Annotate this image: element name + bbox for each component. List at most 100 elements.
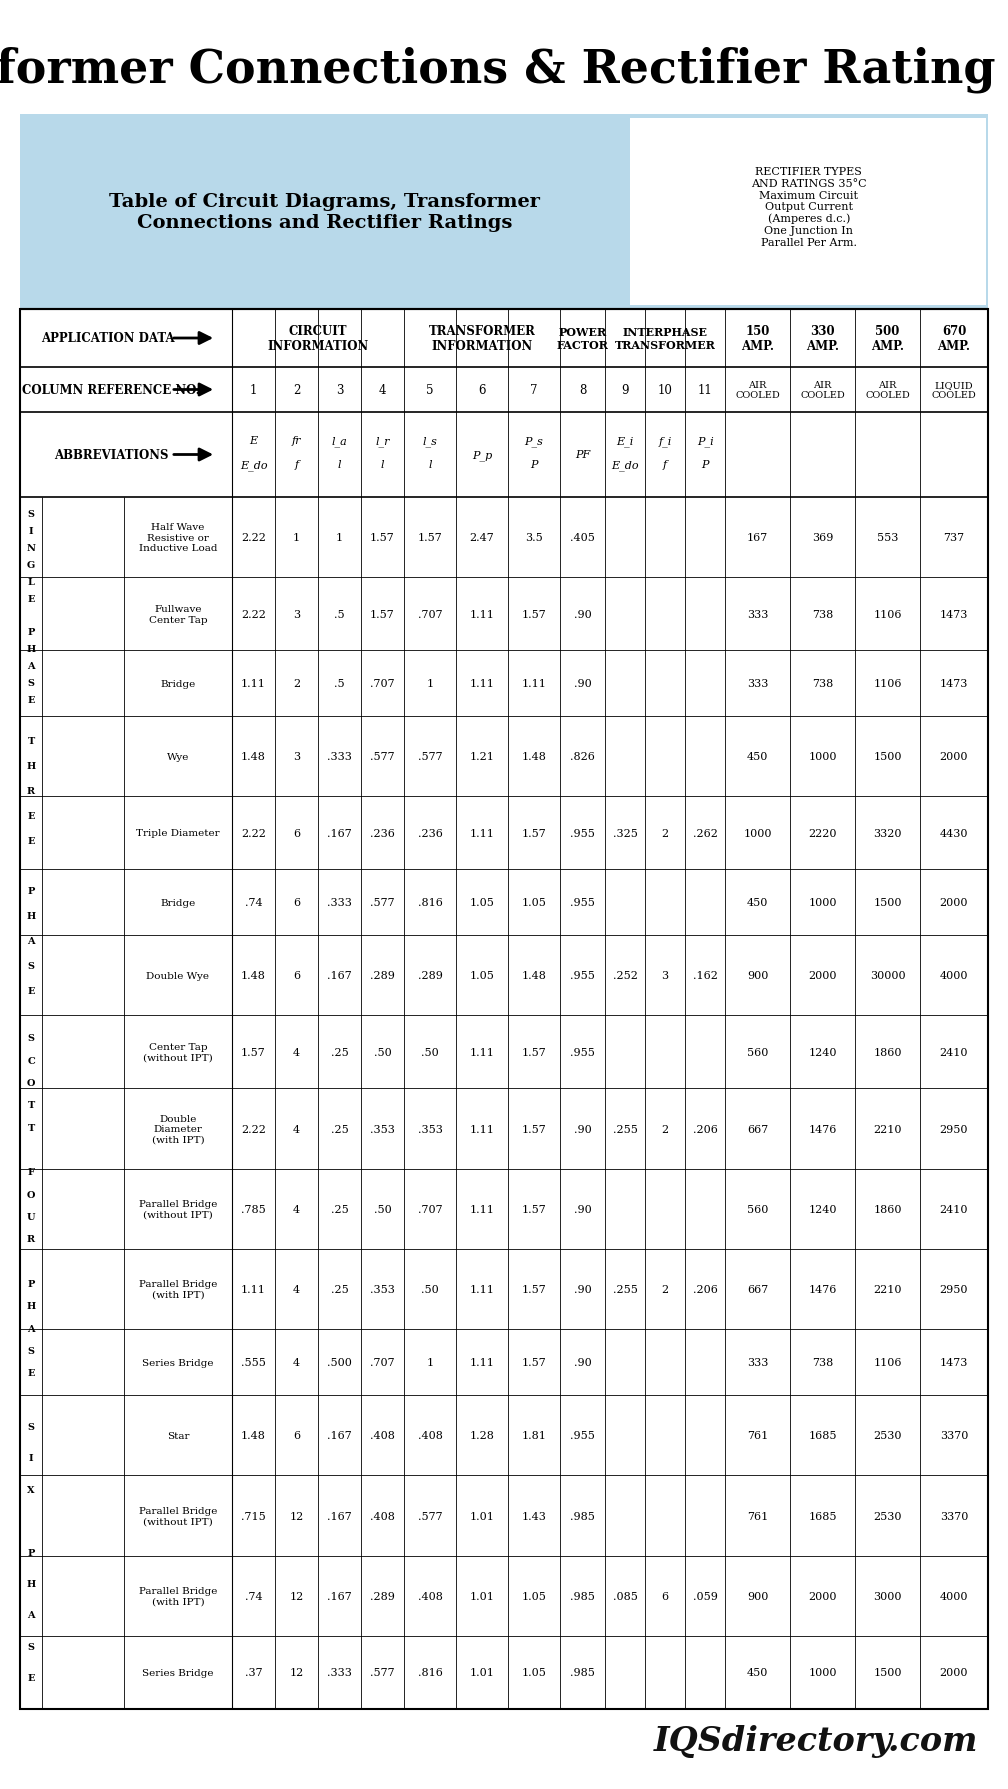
- Text: .816: .816: [417, 898, 443, 907]
- Text: 1.01: 1.01: [470, 1510, 495, 1521]
- Text: Triple Diameter: Triple Diameter: [136, 828, 220, 837]
- Text: 2530: 2530: [873, 1431, 902, 1440]
- Text: .707: .707: [370, 678, 395, 689]
- Text: .955: .955: [571, 828, 595, 839]
- Text: 2210: 2210: [873, 1123, 902, 1134]
- Text: E: E: [27, 812, 34, 821]
- Text: 1.57: 1.57: [521, 610, 546, 619]
- Text: 4000: 4000: [939, 1590, 969, 1601]
- Text: .955: .955: [571, 898, 595, 907]
- Text: .37: .37: [245, 1667, 262, 1678]
- Text: E_do: E_do: [611, 460, 639, 471]
- Text: S: S: [27, 1642, 34, 1651]
- Text: 761: 761: [747, 1431, 768, 1440]
- Text: 1.11: 1.11: [470, 1123, 495, 1134]
- Text: 330
AMP.: 330 AMP.: [806, 326, 839, 352]
- Text: .50: .50: [374, 1047, 391, 1057]
- Text: .059: .059: [692, 1590, 718, 1601]
- Text: 1473: 1473: [939, 1358, 969, 1367]
- Text: .785: .785: [241, 1204, 266, 1215]
- Text: .90: .90: [574, 1204, 592, 1215]
- Text: 1500: 1500: [873, 751, 902, 762]
- Text: 1.11: 1.11: [241, 678, 266, 689]
- Text: .167: .167: [328, 1510, 352, 1521]
- Text: 2: 2: [661, 1285, 668, 1295]
- Text: 2000: 2000: [939, 751, 969, 762]
- Text: 2: 2: [293, 678, 300, 689]
- Text: 2: 2: [661, 1123, 668, 1134]
- Text: E: E: [27, 986, 34, 995]
- Text: 1106: 1106: [873, 678, 902, 689]
- Text: POWER
FACTOR: POWER FACTOR: [556, 327, 609, 351]
- Text: .577: .577: [417, 751, 443, 762]
- Text: 2410: 2410: [939, 1204, 969, 1215]
- Text: Wye: Wye: [166, 751, 190, 762]
- Text: 1106: 1106: [873, 610, 902, 619]
- Text: .333: .333: [327, 1667, 352, 1678]
- Text: 1: 1: [426, 678, 433, 689]
- Text: 4000: 4000: [939, 971, 969, 980]
- Text: 1.48: 1.48: [521, 751, 546, 762]
- Text: .262: .262: [692, 828, 718, 839]
- Text: 1685: 1685: [808, 1510, 837, 1521]
- Text: f: f: [294, 460, 298, 471]
- Text: .252: .252: [613, 971, 637, 980]
- Text: AIR
COOLED: AIR COOLED: [800, 381, 845, 401]
- Text: R: R: [27, 787, 35, 796]
- Text: .707: .707: [417, 610, 443, 619]
- Text: .206: .206: [692, 1123, 718, 1134]
- Text: .408: .408: [370, 1510, 395, 1521]
- Text: AIR
COOLED: AIR COOLED: [865, 381, 910, 401]
- Text: .816: .816: [417, 1667, 443, 1678]
- Text: .74: .74: [245, 898, 262, 907]
- Text: 1.01: 1.01: [470, 1590, 495, 1601]
- Text: P: P: [27, 1547, 34, 1556]
- Text: .255: .255: [613, 1123, 637, 1134]
- Text: f: f: [663, 460, 667, 471]
- Text: 1.11: 1.11: [521, 678, 546, 689]
- Text: 900: 900: [747, 1590, 768, 1601]
- Text: .236: .236: [417, 828, 443, 839]
- Text: .167: .167: [328, 1431, 352, 1440]
- Text: 6: 6: [293, 971, 300, 980]
- Text: f_i: f_i: [658, 437, 671, 447]
- Text: Bridge: Bridge: [160, 680, 196, 689]
- Text: 6: 6: [293, 898, 300, 907]
- Text: 1240: 1240: [808, 1204, 837, 1215]
- Text: 1476: 1476: [808, 1285, 837, 1295]
- Text: E: E: [27, 837, 34, 846]
- Text: 1.57: 1.57: [521, 828, 546, 839]
- Text: E: E: [27, 594, 34, 603]
- Text: INTERPHASE
TRANSFORMER: INTERPHASE TRANSFORMER: [615, 327, 716, 351]
- Text: P: P: [702, 460, 709, 471]
- Text: 553: 553: [877, 533, 898, 542]
- Text: T: T: [27, 1123, 34, 1132]
- Text: .90: .90: [574, 1285, 592, 1295]
- Text: I: I: [28, 1453, 33, 1463]
- Text: .353: .353: [370, 1123, 395, 1134]
- Text: 1: 1: [336, 533, 343, 542]
- Text: O: O: [27, 1079, 35, 1088]
- Text: 1: 1: [250, 385, 257, 397]
- Text: 1.57: 1.57: [521, 1358, 546, 1367]
- Text: A: A: [27, 662, 35, 671]
- Text: 1.11: 1.11: [470, 1358, 495, 1367]
- Text: .5: .5: [335, 610, 345, 619]
- Text: 1.28: 1.28: [470, 1431, 495, 1440]
- Text: l_a: l_a: [332, 437, 348, 447]
- Text: fr: fr: [291, 437, 301, 445]
- Text: 3: 3: [336, 385, 344, 397]
- Text: A: A: [27, 936, 35, 946]
- Text: 150
AMP.: 150 AMP.: [741, 326, 774, 352]
- Text: P: P: [27, 887, 34, 896]
- Text: .25: .25: [331, 1123, 349, 1134]
- Text: Parallel Bridge
(with IPT): Parallel Bridge (with IPT): [139, 1279, 217, 1299]
- Text: T: T: [27, 1100, 34, 1109]
- Text: 1.48: 1.48: [241, 1431, 266, 1440]
- Text: l: l: [338, 460, 342, 471]
- Text: 7: 7: [530, 385, 537, 397]
- Text: 1.57: 1.57: [521, 1285, 546, 1295]
- Text: 1.11: 1.11: [470, 1285, 495, 1295]
- Text: .353: .353: [370, 1285, 395, 1295]
- Text: O: O: [27, 1190, 35, 1199]
